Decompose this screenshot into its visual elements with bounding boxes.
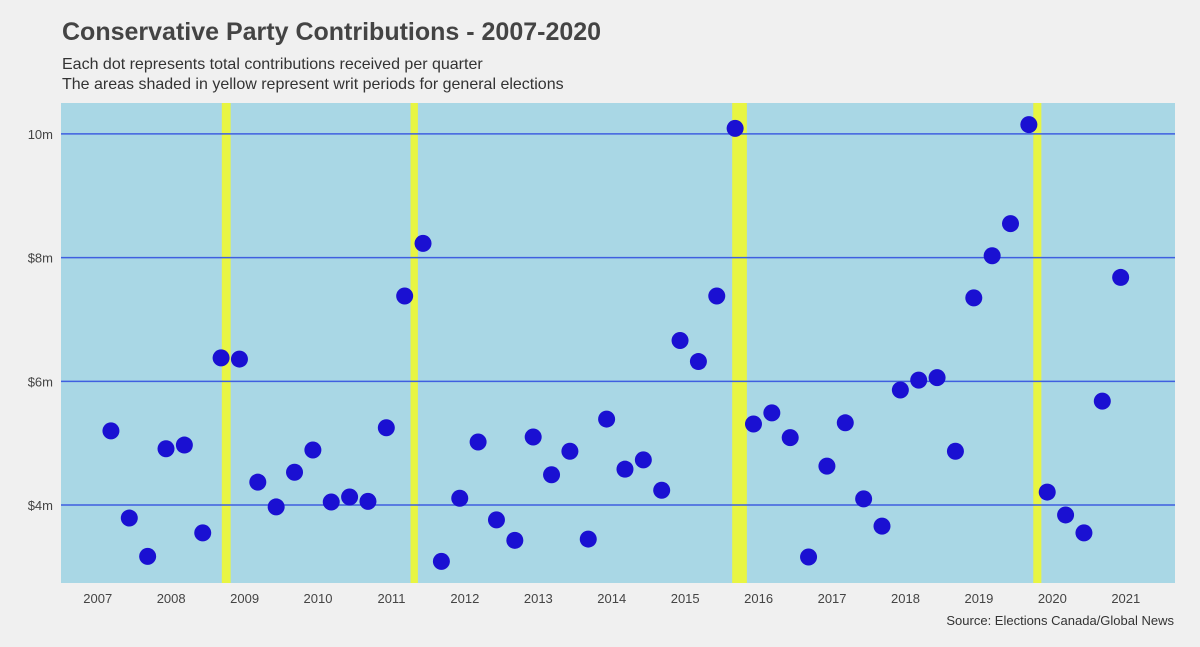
data-point xyxy=(579,530,597,548)
data-point xyxy=(763,404,781,422)
y-tick-label: 10m xyxy=(28,127,53,142)
data-point xyxy=(781,429,799,447)
data-point xyxy=(175,436,193,454)
data-point xyxy=(1093,392,1111,410)
x-tick-label: 2009 xyxy=(230,591,259,606)
data-point xyxy=(432,552,450,570)
y-tick-label: $6m xyxy=(28,374,53,389)
data-point xyxy=(634,451,652,469)
data-point xyxy=(910,371,928,389)
x-tick-label: 2007 xyxy=(83,591,112,606)
y-tick-label: $8m xyxy=(28,251,53,266)
data-point xyxy=(524,428,542,446)
data-point xyxy=(506,531,524,549)
data-point xyxy=(855,490,873,508)
data-point xyxy=(451,489,469,507)
data-point xyxy=(836,414,854,432)
chart-subtitle-2: The areas shaded in yellow represent wri… xyxy=(62,76,564,93)
data-point xyxy=(689,353,707,371)
x-tick-label: 2012 xyxy=(450,591,479,606)
data-point xyxy=(543,466,561,484)
x-tick-label: 2011 xyxy=(377,591,405,606)
data-point xyxy=(726,119,744,137)
data-point xyxy=(1020,116,1038,134)
data-point xyxy=(891,381,909,399)
writ-period-band xyxy=(732,103,747,583)
data-point xyxy=(928,369,946,387)
data-point xyxy=(873,517,891,535)
data-point xyxy=(1057,506,1075,524)
data-point xyxy=(487,511,505,529)
x-tick-label: 2016 xyxy=(744,591,773,606)
data-point xyxy=(469,433,487,451)
data-point xyxy=(1002,215,1020,233)
data-point xyxy=(818,457,836,475)
x-tick-label: 2018 xyxy=(891,591,920,606)
data-point xyxy=(965,289,983,307)
data-point xyxy=(194,524,212,542)
data-point xyxy=(1038,483,1056,501)
data-point xyxy=(396,287,414,305)
plot-area xyxy=(61,103,1175,583)
data-point xyxy=(157,440,175,458)
data-point xyxy=(708,287,726,305)
data-point xyxy=(1075,524,1093,542)
x-tick-label: 2019 xyxy=(964,591,993,606)
data-point xyxy=(414,234,432,252)
data-point xyxy=(983,247,1001,265)
data-point xyxy=(120,509,138,527)
x-tick-label: 2013 xyxy=(524,591,553,606)
data-point xyxy=(616,460,634,478)
data-point xyxy=(304,441,322,459)
data-point xyxy=(598,410,616,428)
data-point xyxy=(561,442,579,460)
data-point xyxy=(249,473,267,491)
data-point xyxy=(744,415,762,433)
chart-subtitle-1: Each dot represents total contributions … xyxy=(62,56,483,73)
writ-period-band xyxy=(1033,103,1042,583)
writ-period-band xyxy=(410,103,418,583)
chart-title: Conservative Party Contributions - 2007-… xyxy=(62,18,602,46)
source-note: Source: Elections Canada/Global News xyxy=(946,613,1174,628)
data-point xyxy=(377,419,395,437)
x-tick-label: 2014 xyxy=(597,591,626,606)
data-point xyxy=(671,332,689,350)
x-tick-label: 2020 xyxy=(1038,591,1067,606)
data-point xyxy=(653,481,671,499)
data-point xyxy=(267,498,285,516)
data-point xyxy=(1112,268,1130,286)
data-point xyxy=(322,493,340,511)
x-tick-label: 2008 xyxy=(157,591,186,606)
y-tick-label: $4m xyxy=(28,498,53,513)
x-tick-label: 2015 xyxy=(671,591,700,606)
data-point xyxy=(102,422,120,440)
data-point xyxy=(286,463,304,481)
x-tick-label: 2010 xyxy=(304,591,333,606)
writ-period-band xyxy=(221,103,231,583)
data-point xyxy=(946,442,964,460)
x-tick-label: 2021 xyxy=(1111,591,1140,606)
data-point xyxy=(139,547,157,565)
data-point xyxy=(359,492,377,510)
data-point xyxy=(230,350,248,368)
data-point xyxy=(212,349,230,367)
data-point xyxy=(341,488,359,506)
x-tick-label: 2017 xyxy=(818,591,847,606)
data-point xyxy=(800,548,818,566)
